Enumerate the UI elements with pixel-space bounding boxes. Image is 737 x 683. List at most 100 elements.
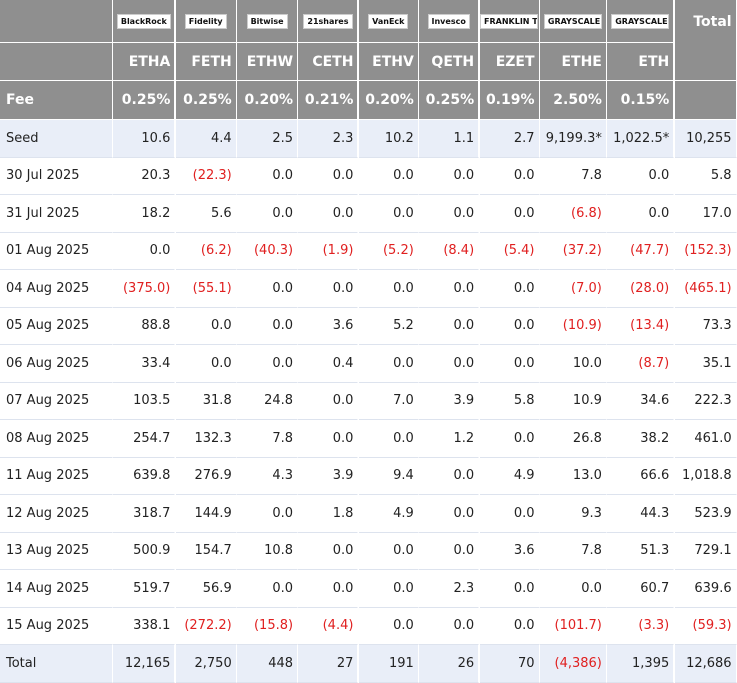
header-corner	[0, 0, 113, 43]
ticker: EZET	[479, 43, 540, 81]
row-label: 14 Aug 2025	[0, 570, 113, 608]
fee: 0.15%	[607, 81, 675, 120]
logo-cell: Invesco	[419, 0, 480, 43]
fee: 0.25%	[175, 81, 237, 120]
cell: 1.1	[419, 120, 480, 158]
row-label: 05 Aug 2025	[0, 307, 113, 345]
cell: (15.8)	[237, 607, 299, 645]
cell: 10,255	[674, 120, 737, 158]
cell: 0.0	[479, 570, 540, 608]
cell: 0.0	[419, 195, 480, 233]
cell: 0.0	[175, 345, 237, 383]
cell: 0.0	[539, 570, 607, 608]
ticker: QETH	[419, 43, 480, 81]
cell: 18.2	[113, 195, 176, 233]
cell: 0.0	[419, 495, 480, 533]
cell: 10.9	[539, 382, 607, 420]
cell: 10.0	[539, 345, 607, 383]
cell: 0.0	[358, 195, 419, 233]
issuer-logo: FRANKLIN TEMPLETON	[480, 13, 539, 29]
ticker: ETHW	[237, 43, 299, 81]
cell: 0.0	[298, 157, 359, 195]
cell: 191	[358, 645, 419, 683]
row-label: 08 Aug 2025	[0, 420, 113, 458]
cell: (4,386)	[539, 645, 607, 683]
cell: 34.6	[607, 382, 675, 420]
ticker: ETH	[607, 43, 675, 81]
cell: 2,750	[175, 645, 237, 683]
cell: 0.0	[298, 420, 359, 458]
cell: (8.7)	[607, 345, 675, 383]
cell: 0.0	[419, 457, 480, 495]
cell: 38.2	[607, 420, 675, 458]
cell: 0.0	[358, 532, 419, 570]
cell: 12,686	[674, 645, 737, 683]
cell: 0.0	[237, 270, 299, 308]
cell: 1,395	[607, 645, 675, 683]
cell: 70	[479, 645, 540, 683]
fee-label: Fee	[0, 81, 113, 120]
cell: 0.0	[358, 607, 419, 645]
cell: 0.0	[419, 157, 480, 195]
cell: 0.0	[479, 195, 540, 233]
cell: 1.2	[419, 420, 480, 458]
row-label: 31 Jul 2025	[0, 195, 113, 233]
cell: 103.5	[113, 382, 176, 420]
cell: (47.7)	[607, 232, 675, 270]
header-corner	[0, 43, 113, 81]
cell: (55.1)	[175, 270, 237, 308]
cell: (375.0)	[113, 270, 176, 308]
cell: 519.7	[113, 570, 176, 608]
cell: 338.1	[113, 607, 176, 645]
cell: 2.5	[237, 120, 299, 158]
fee: 0.25%	[113, 81, 176, 120]
cell: 24.8	[237, 382, 299, 420]
cell: 31.8	[175, 382, 237, 420]
cell: (6.8)	[539, 195, 607, 233]
logo-cell: BlackRock	[113, 0, 176, 43]
cell: 500.9	[113, 532, 176, 570]
cell: 0.0	[479, 607, 540, 645]
cell: 20.3	[113, 157, 176, 195]
cell: 0.0	[358, 420, 419, 458]
cell: 4.3	[237, 457, 299, 495]
row-label: 12 Aug 2025	[0, 495, 113, 533]
cell: 0.0	[479, 345, 540, 383]
cell: 0.0	[113, 232, 176, 270]
cell: 132.3	[175, 420, 237, 458]
cell: (10.9)	[539, 307, 607, 345]
cell: (272.2)	[175, 607, 237, 645]
issuer-logo: Bitwise	[246, 13, 288, 29]
cell: 0.0	[175, 307, 237, 345]
logo-cell: Fidelity	[175, 0, 237, 43]
cell: 13.0	[539, 457, 607, 495]
cell: 0.0	[237, 345, 299, 383]
cell: 3.6	[479, 532, 540, 570]
cell: 51.3	[607, 532, 675, 570]
row-label: Total	[0, 645, 113, 683]
cell: 4.4	[175, 120, 237, 158]
cell: 3.9	[298, 457, 359, 495]
ticker: ETHA	[113, 43, 176, 81]
cell: 0.0	[358, 157, 419, 195]
cell: (7.0)	[539, 270, 607, 308]
cell: 639.8	[113, 457, 176, 495]
cell: 0.0	[607, 195, 675, 233]
cell: 3.9	[419, 382, 480, 420]
cell: (1.9)	[298, 232, 359, 270]
cell: (59.3)	[674, 607, 737, 645]
fee: 2.50%	[539, 81, 607, 120]
cell: 0.0	[479, 157, 540, 195]
ticker: FETH	[175, 43, 237, 81]
cell: 0.0	[237, 307, 299, 345]
cell: 144.9	[175, 495, 237, 533]
ticker: ETHV	[358, 43, 419, 81]
cell: 2.3	[298, 120, 359, 158]
cell: 1.8	[298, 495, 359, 533]
row-label: 01 Aug 2025	[0, 232, 113, 270]
fee: 0.19%	[479, 81, 540, 120]
cell: (37.2)	[539, 232, 607, 270]
cell: 523.9	[674, 495, 737, 533]
cell: 3.6	[298, 307, 359, 345]
